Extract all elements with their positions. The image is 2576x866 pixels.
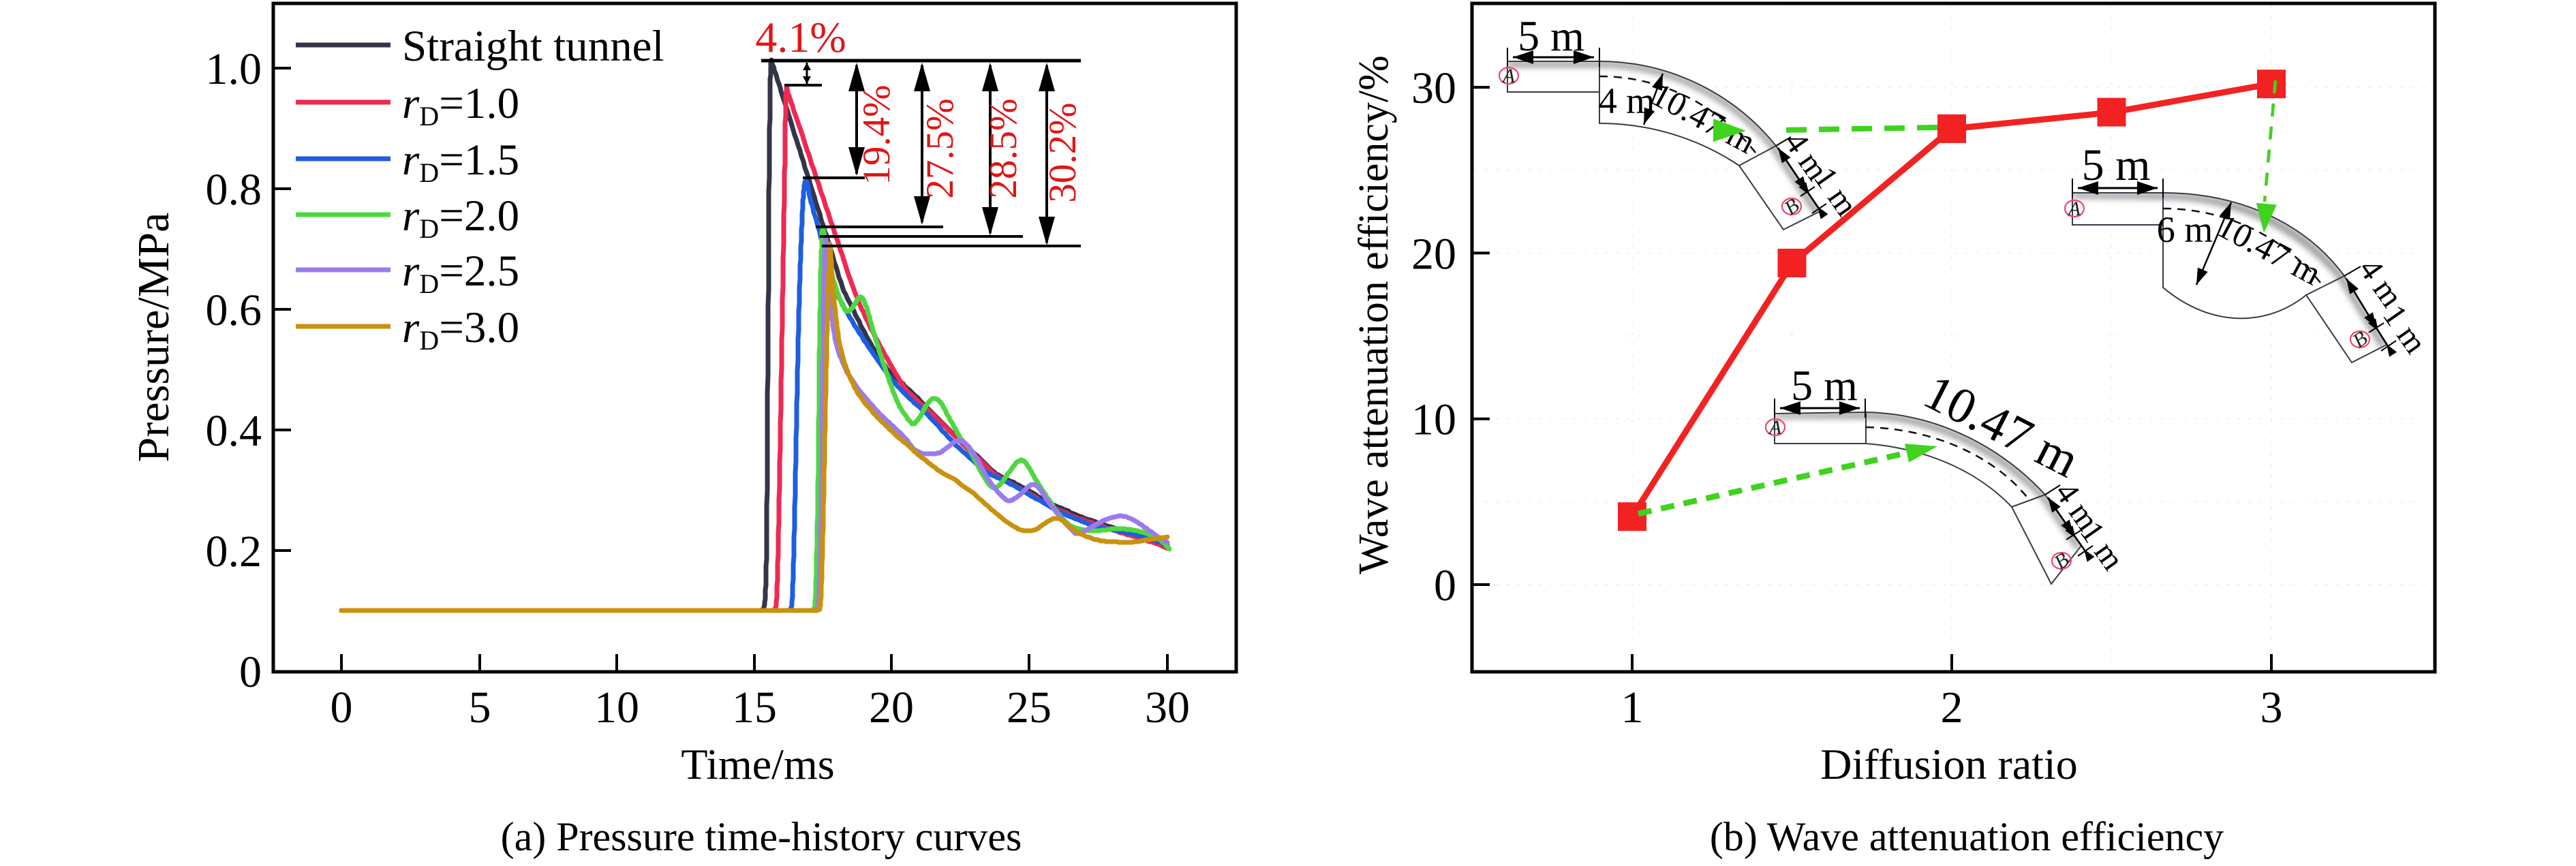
svg-text:5: 5 [469,683,491,732]
svg-text:0: 0 [331,683,353,732]
svg-text:0.6: 0.6 [206,285,262,335]
svg-text:(b) Wave attenuation efficienc: (b) Wave attenuation efficiency [1710,814,2224,859]
svg-text:5 m: 5 m [1791,361,1858,409]
svg-text:25: 25 [1007,683,1052,732]
svg-text:3: 3 [2260,683,2283,732]
svg-text:30.2%: 30.2% [1041,102,1084,202]
svg-text:5 m: 5 m [2082,140,2151,190]
svg-text:rD=2.5: rD=2.5 [402,247,519,299]
svg-text:Pressure/MPa: Pressure/MPa [129,213,179,463]
svg-text:rD=2.0: rD=2.0 [402,191,519,244]
svg-text:15: 15 [732,683,777,732]
svg-text:30: 30 [1145,683,1190,732]
svg-text:27.5%: 27.5% [919,98,962,198]
svg-text:28.5%: 28.5% [982,98,1025,198]
svg-text:0: 0 [239,647,262,697]
svg-text:6 m: 6 m [2157,209,2213,250]
svg-text:0.8: 0.8 [206,165,262,215]
svg-text:Wave attenuation efficiency/%: Wave attenuation efficiency/% [1351,55,1397,574]
svg-text:Diffusion ratio: Diffusion ratio [1820,740,2077,788]
svg-text:1.0: 1.0 [206,44,262,94]
svg-text:2: 2 [1941,683,1963,732]
svg-text:Straight tunnel: Straight tunnel [402,22,664,71]
svg-text:0: 0 [1434,561,1456,610]
svg-text:4.1%: 4.1% [755,13,846,61]
svg-text:A: A [1501,65,1516,87]
svg-text:A: A [1768,416,1782,439]
svg-text:rD=3.0: rD=3.0 [402,303,519,356]
svg-text:19.4%: 19.4% [855,84,898,185]
svg-text:4 m: 4 m [1599,80,1655,121]
svg-text:20: 20 [869,683,914,732]
svg-text:10: 10 [594,683,639,732]
svg-text:rD=1.0: rD=1.0 [402,79,519,132]
svg-text:0.2: 0.2 [206,527,262,576]
svg-text:0.4: 0.4 [206,406,262,456]
svg-text:Time/ms: Time/ms [681,740,834,788]
svg-text:10: 10 [1411,395,1456,445]
svg-text:(a) Pressure time-history curv: (a) Pressure time-history curves [501,814,1022,859]
svg-text:30: 30 [1411,63,1456,113]
svg-text:1: 1 [1621,683,1644,732]
svg-text:20: 20 [1411,229,1456,279]
svg-text:A: A [2067,198,2081,220]
svg-text:5 m: 5 m [1518,12,1584,60]
svg-text:rD=1.5: rD=1.5 [402,136,519,188]
